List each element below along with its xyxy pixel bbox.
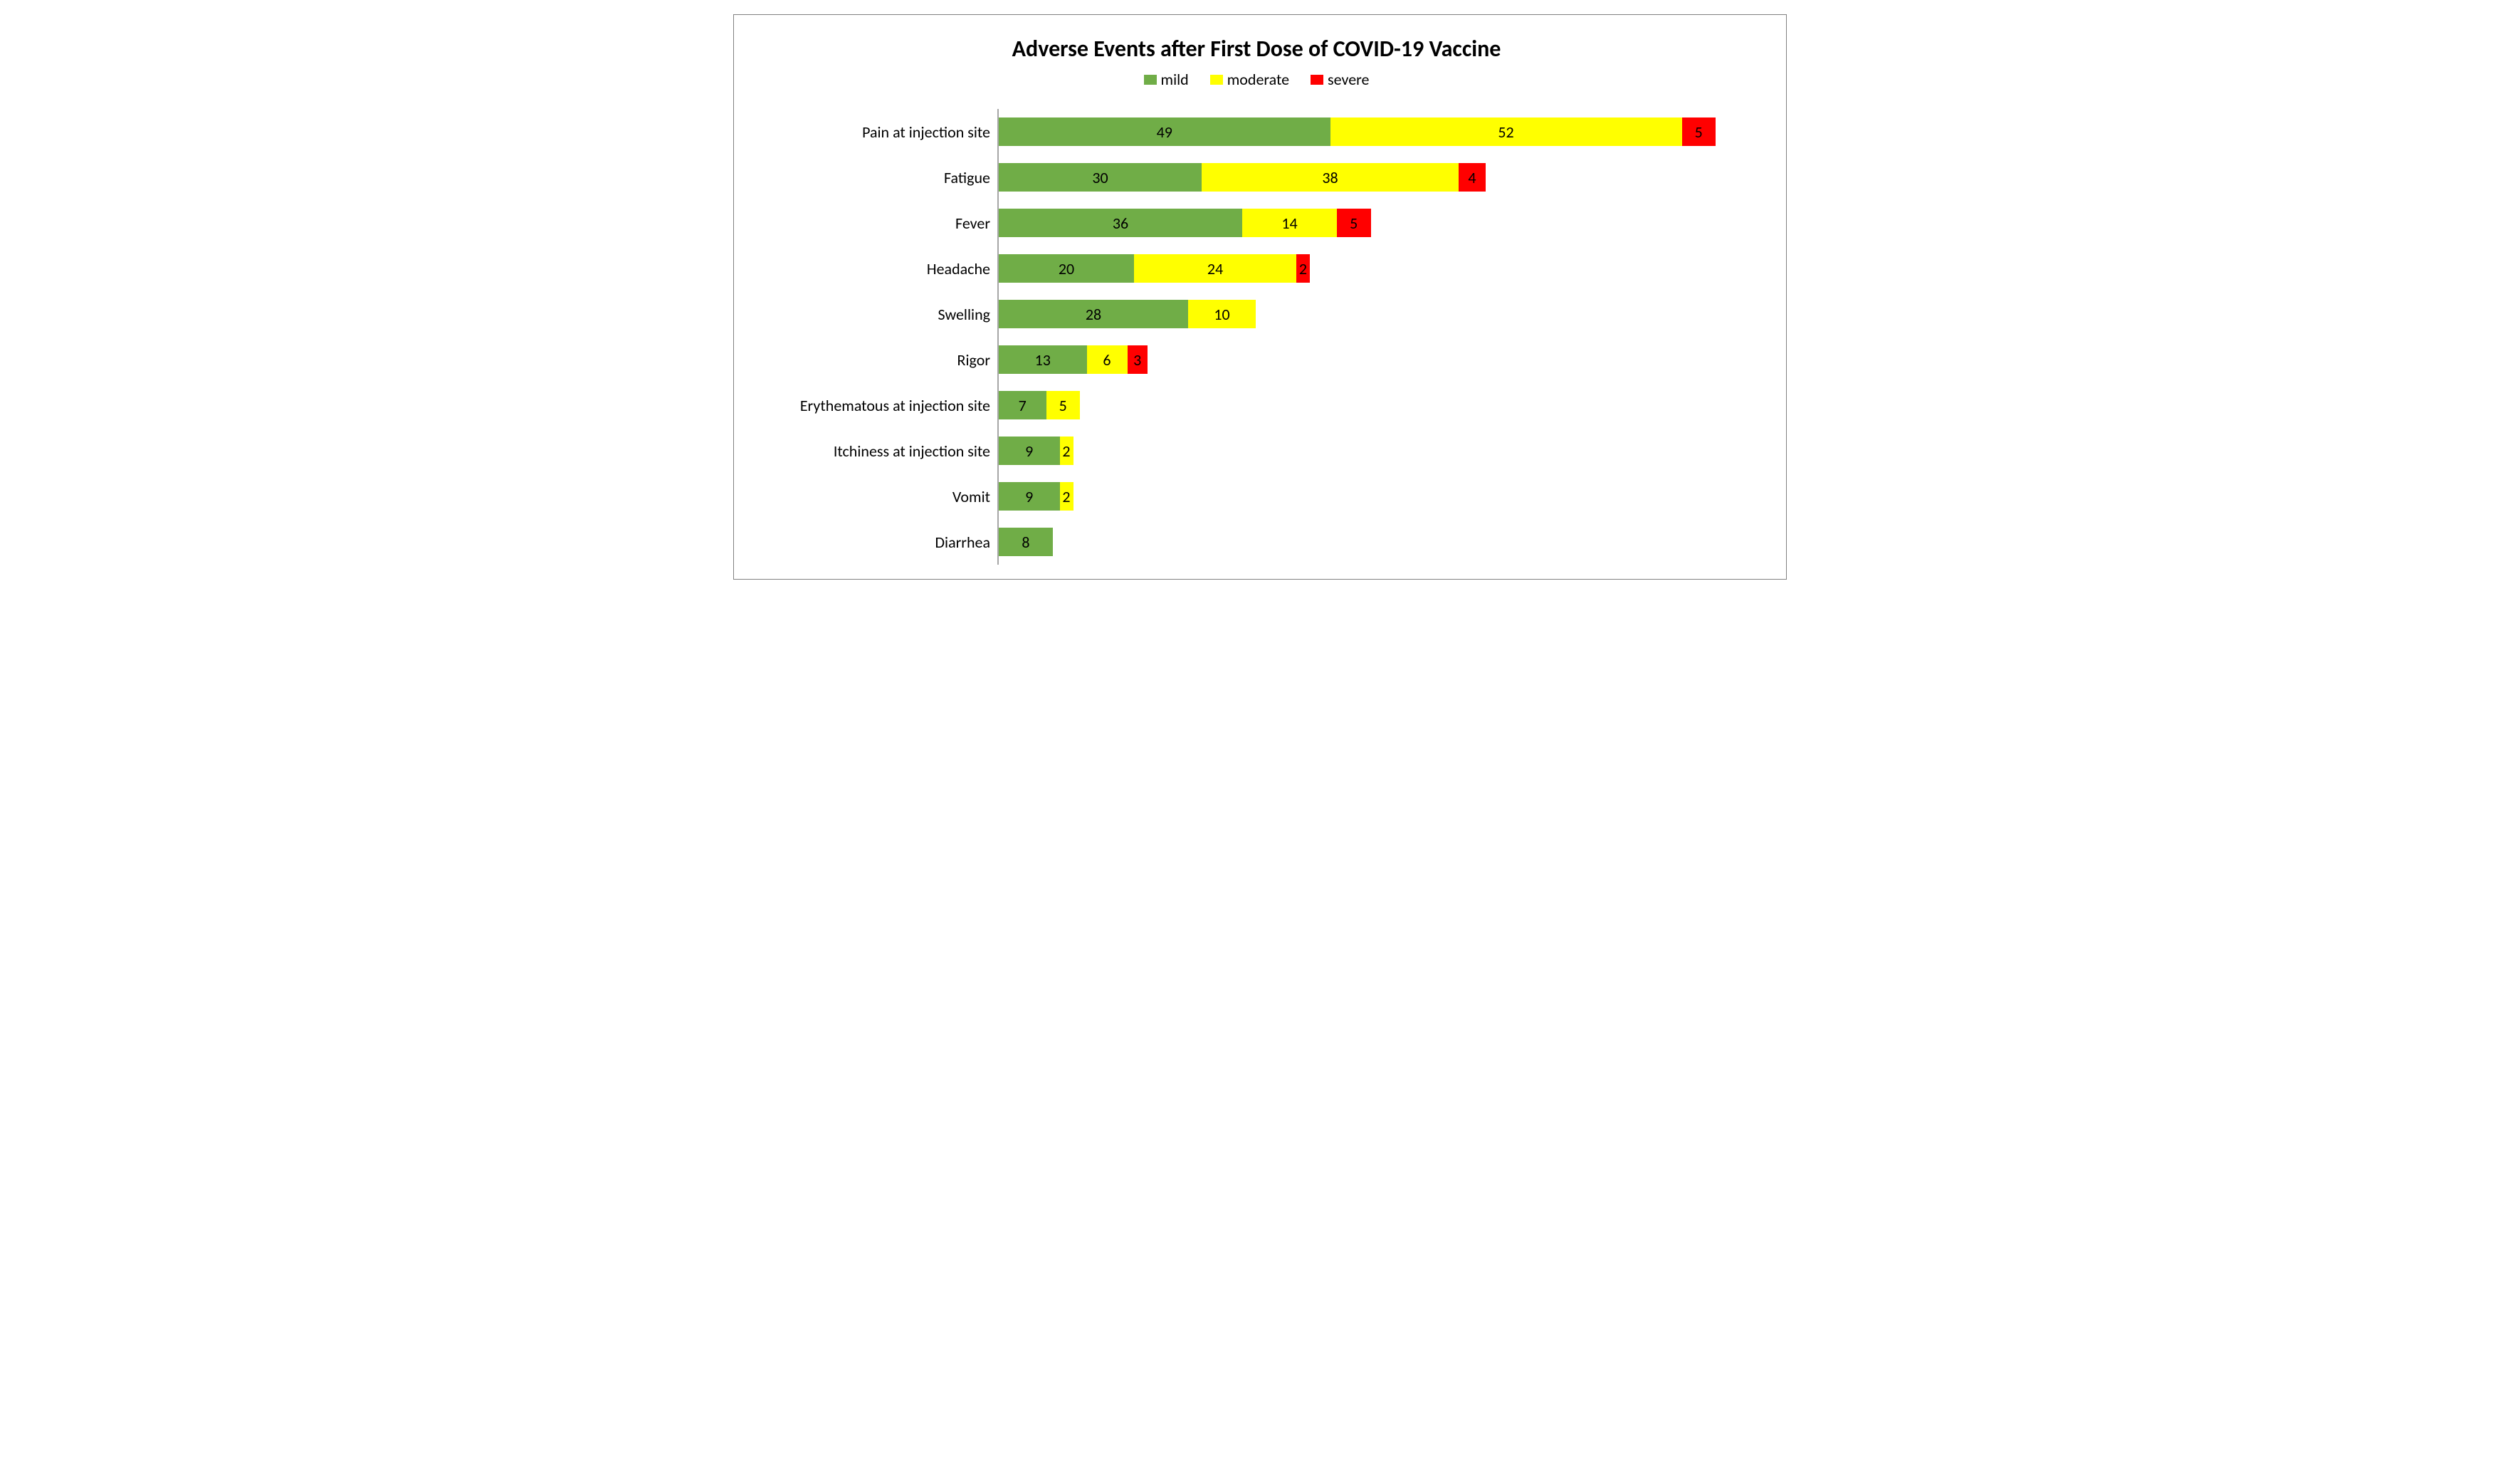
- bar-segment-severe: 4: [1459, 163, 1486, 192]
- bar-stack: 8: [999, 528, 1053, 556]
- bar-row: 8: [999, 519, 1765, 565]
- bar-segment-mild: 49: [999, 117, 1330, 146]
- bar-value-label: 5: [1350, 214, 1358, 233]
- bar-value-label: 6: [1103, 350, 1111, 370]
- bar-row: 36 14 5: [999, 200, 1765, 246]
- bar-segment-moderate: 5: [1046, 391, 1081, 419]
- category-label: Itchiness at injection site: [748, 428, 997, 474]
- legend-swatch-mild: [1144, 75, 1157, 85]
- bar-value-label: 49: [1157, 122, 1172, 142]
- category-label: Rigor: [748, 337, 997, 382]
- category-label: Erythematous at injection site: [748, 382, 997, 428]
- bar-stack: 36 14 5: [999, 209, 1371, 237]
- bar-segment-moderate: 52: [1330, 117, 1682, 146]
- legend-swatch-severe: [1311, 75, 1323, 85]
- bar-value-label: 38: [1322, 168, 1338, 187]
- bar-row: 28 10: [999, 291, 1765, 337]
- bar-value-label: 24: [1207, 259, 1223, 278]
- bar-segment-moderate: 14: [1242, 209, 1337, 237]
- bar-value-label: 13: [1035, 350, 1051, 370]
- bar-value-label: 52: [1498, 122, 1513, 142]
- bar-stack: 92: [999, 437, 1073, 465]
- bar-segment-moderate: 6: [1087, 345, 1128, 374]
- bar-row: 92: [999, 474, 1765, 519]
- bar-segment-moderate: 2: [1060, 437, 1073, 465]
- bar-row: 20 24 2: [999, 246, 1765, 291]
- bar-segment-mild: 13: [999, 345, 1087, 374]
- bar-segment-moderate: 2: [1060, 482, 1073, 511]
- bar-segment-mild: 7: [999, 391, 1046, 419]
- bar-segment-mild: 20: [999, 254, 1134, 283]
- bar-value-label: 2: [1299, 259, 1307, 278]
- legend-swatch-moderate: [1210, 75, 1223, 85]
- bar-row: 92: [999, 428, 1765, 474]
- bar-segment-severe: 5: [1337, 209, 1371, 237]
- bar-segment-moderate: 10: [1188, 300, 1256, 328]
- bar-segment-severe: 5: [1682, 117, 1716, 146]
- bar-value-label: 14: [1281, 214, 1297, 233]
- bar-value-label: 30: [1092, 168, 1108, 187]
- bar-value-label: 2: [1062, 441, 1070, 461]
- bar-segment-mild: 36: [999, 209, 1242, 237]
- chart-container: Adverse Events after First Dose of COVID…: [733, 14, 1787, 580]
- legend: mild moderate severe: [748, 70, 1765, 89]
- category-label: Headache: [748, 246, 997, 291]
- bars-area: 49525303843614520242281013637592928: [997, 109, 1765, 565]
- plot-area: Pain at injection siteFatigueFeverHeadac…: [748, 109, 1765, 565]
- bar-stack: 75: [999, 391, 1080, 419]
- bar-value-label: 3: [1133, 350, 1141, 370]
- chart-title: Adverse Events after First Dose of COVID…: [748, 35, 1765, 63]
- bar-segment-mild: 30: [999, 163, 1202, 192]
- legend-label-severe: severe: [1328, 70, 1369, 89]
- category-label: Diarrhea: [748, 519, 997, 565]
- bar-value-label: 2: [1062, 487, 1070, 506]
- bar-segment-mild: 9: [999, 482, 1060, 511]
- legend-label-moderate: moderate: [1227, 70, 1289, 89]
- bar-segment-moderate: 24: [1134, 254, 1296, 283]
- category-label: Fever: [748, 200, 997, 246]
- bar-value-label: 5: [1695, 122, 1703, 142]
- bar-value-label: 7: [1019, 396, 1027, 415]
- bar-stack: 49 52 5: [999, 117, 1716, 146]
- y-axis-labels: Pain at injection siteFatigueFeverHeadac…: [748, 109, 997, 565]
- category-label: Swelling: [748, 291, 997, 337]
- legend-label-mild: mild: [1161, 70, 1189, 89]
- bar-row: 49 52 5: [999, 109, 1765, 155]
- bar-segment-severe: 3: [1128, 345, 1148, 374]
- legend-item-severe: severe: [1311, 70, 1369, 89]
- bar-stack: 28 10: [999, 300, 1256, 328]
- bar-value-label: 28: [1086, 305, 1101, 324]
- bar-value-label: 10: [1214, 305, 1229, 324]
- bar-value-label: 4: [1468, 168, 1476, 187]
- bar-stack: 13 6 3: [999, 345, 1148, 374]
- bar-stack: 30 38 4: [999, 163, 1486, 192]
- bar-segment-moderate: 38: [1202, 163, 1459, 192]
- bar-value-label: 9: [1025, 487, 1033, 506]
- category-label: Fatigue: [748, 155, 997, 200]
- bar-row: 13 6 3: [999, 337, 1765, 382]
- legend-item-moderate: moderate: [1210, 70, 1289, 89]
- bar-stack: 20 24 2: [999, 254, 1310, 283]
- bar-value-label: 9: [1025, 441, 1033, 461]
- category-label: Pain at injection site: [748, 109, 997, 155]
- bar-row: 75: [999, 382, 1765, 428]
- bar-value-label: 5: [1059, 396, 1067, 415]
- bar-segment-severe: 2: [1296, 254, 1310, 283]
- bar-stack: 92: [999, 482, 1073, 511]
- bar-segment-mild: 9: [999, 437, 1060, 465]
- legend-item-mild: mild: [1144, 70, 1189, 89]
- bar-value-label: 36: [1113, 214, 1128, 233]
- category-label: Vomit: [748, 474, 997, 519]
- bar-segment-mild: 28: [999, 300, 1188, 328]
- bar-segment-mild: 8: [999, 528, 1053, 556]
- bar-row: 30 38 4: [999, 155, 1765, 200]
- bar-value-label: 8: [1022, 533, 1029, 552]
- bar-value-label: 20: [1059, 259, 1074, 278]
